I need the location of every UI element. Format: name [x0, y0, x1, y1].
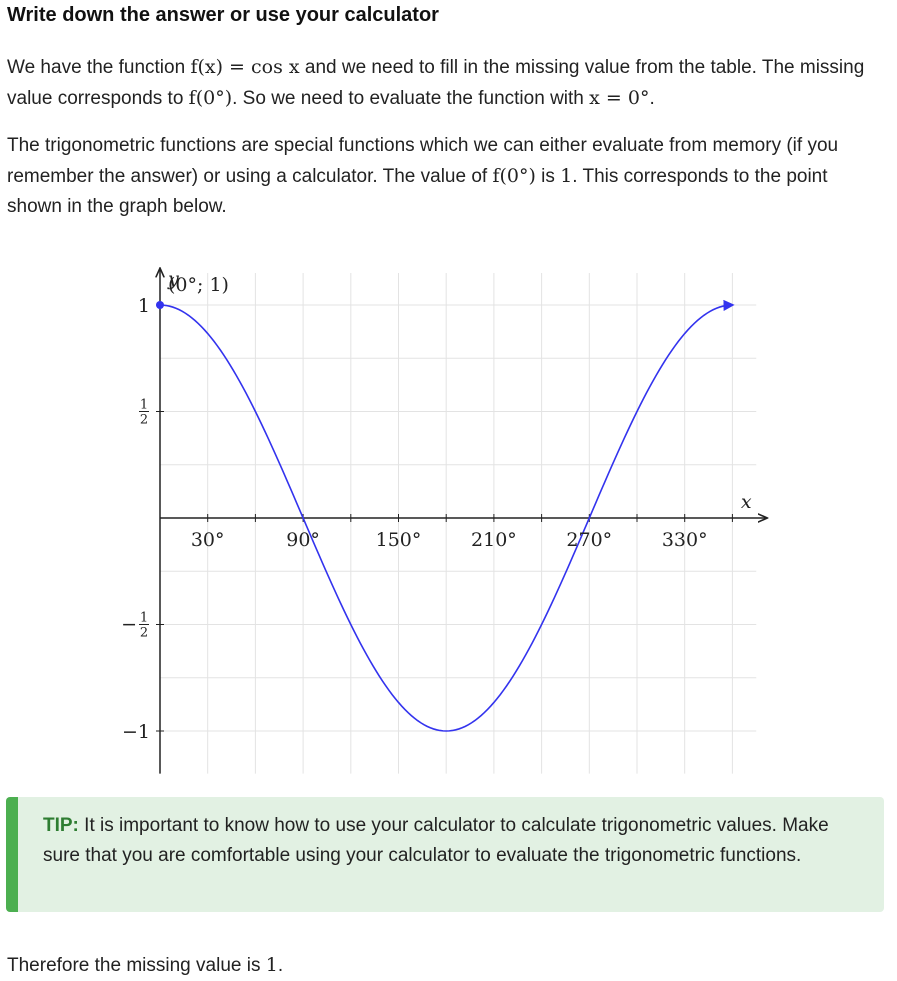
x-tick-label: 330°	[662, 529, 708, 551]
f-zero-value: 1	[560, 165, 573, 187]
axes	[156, 269, 766, 774]
y-tick-labels: 1 1 2 − 1 2 −1	[121, 295, 150, 743]
y-tick-half-numerator: 1	[140, 398, 148, 413]
x-tick-label: 30°	[191, 529, 225, 551]
x-tick-label: 90°	[286, 529, 320, 551]
x-axis-label: x	[741, 491, 752, 513]
y-tick-1: 1	[138, 295, 150, 317]
y-tick-half-denominator: 2	[140, 413, 148, 428]
explanation-paragraph: The trigonometric functions are special …	[7, 135, 839, 217]
highlight-point	[156, 301, 164, 309]
x-tick-label: 270°	[566, 529, 612, 551]
x-tick-label: 150°	[376, 529, 422, 551]
conclusion-value: 1	[265, 954, 278, 976]
tip-label: TIP:	[43, 815, 79, 836]
x-tick-labels: 30° 90° 150° 210° 270° 330°	[191, 529, 708, 551]
f-zero-expression: f(0°)	[492, 165, 536, 187]
missing-value-expression: f(0°)	[188, 87, 233, 109]
function-expression: f(x) = cos x	[190, 56, 300, 78]
intro-paragraph: We have the function f(x) = cos x and we…	[7, 56, 865, 109]
tip-text: It is important to know how to use your …	[43, 815, 829, 866]
y-tick-neg-1: −1	[122, 721, 150, 743]
x-tick-label: 210°	[471, 529, 517, 551]
y-tick-neg-half-numerator: 1	[140, 611, 148, 626]
highlight-point-label: (0°; 1)	[168, 274, 229, 296]
cosine-curve	[159, 299, 735, 732]
section-heading: Write down the answer or use your calcul…	[7, 4, 439, 26]
y-tick-neg-half-denominator: 2	[140, 626, 148, 641]
x-value-expression: x = 0°	[589, 87, 650, 109]
y-axis-label: y	[167, 268, 179, 290]
cosine-graph: (0°; 1) 30° 90° 150° 210° 270° 330° 1 1 2 − 1…	[121, 255, 785, 774]
grid-lines	[160, 273, 757, 774]
tip-box: TIP: It is important to know how to use …	[6, 797, 884, 912]
conclusion-paragraph: Therefore the missing value is 1.	[7, 954, 284, 976]
y-tick-neg-half-minus: −	[121, 614, 137, 636]
